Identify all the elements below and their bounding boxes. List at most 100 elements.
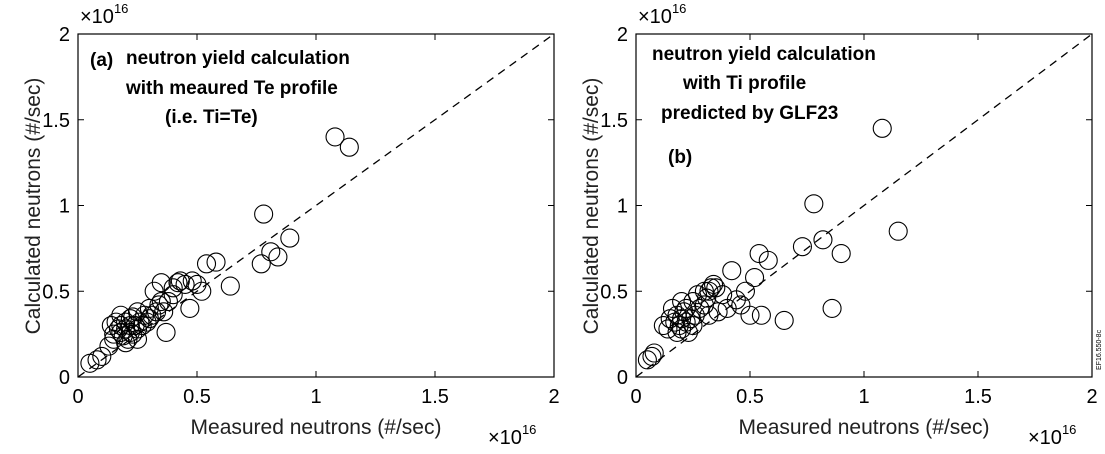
panel-a-y-exponent: ×1016 xyxy=(80,1,128,28)
panel-b-y-tick-label: 1 xyxy=(617,196,628,218)
panel-a-data-point xyxy=(192,281,212,301)
panel-b-data-point xyxy=(701,278,721,298)
panel-a-data-point xyxy=(120,309,140,329)
panel-a-data-point xyxy=(168,273,188,293)
panel-a-data-point xyxy=(149,295,169,315)
panel-a-y-tick-label: 0.5 xyxy=(42,281,70,303)
panel-b-x-exponent: ×1016 xyxy=(1028,422,1076,449)
panel-a-x-tick-label: 1 xyxy=(310,386,321,408)
panel-b-data-point xyxy=(713,285,733,305)
panel-b-data-point xyxy=(699,305,719,325)
panel-b-data-point xyxy=(706,278,726,298)
panel-a-data-point xyxy=(156,322,176,342)
panel-a-data-point xyxy=(151,273,171,293)
panel-b-data-point xyxy=(888,221,908,241)
panel-b-figure-id-tag: EF16.550-8c xyxy=(1096,329,1103,370)
panel-a-data-point xyxy=(151,291,171,312)
panel-a-data-point xyxy=(132,315,152,336)
panel-b-data-point xyxy=(872,118,892,138)
panel-a-data-point xyxy=(163,278,183,298)
panel-a-x-exponent: ×1016 xyxy=(488,422,536,449)
panel-b-data-point xyxy=(683,315,703,336)
panel-b-data-point xyxy=(653,315,673,336)
panel-b-data-point xyxy=(740,305,760,325)
panel-a-scatter-chart: 0 0.5 1 1.5 2 0 0.5 1 1.5 2 (a) neutron yield cal… xyxy=(22,1,560,449)
panel-b-data-point xyxy=(683,291,703,312)
panel-a-data-point xyxy=(92,346,112,366)
panel-b-y-tick-label: 0 xyxy=(617,367,628,389)
panel-a-data-point xyxy=(104,329,124,349)
panel-b-x-tick-label: 1.5 xyxy=(964,386,992,408)
panel-a-annotation-line-1: neutron yield calculation xyxy=(126,48,350,69)
panel-a-data-point xyxy=(325,127,345,147)
panel-b-y-tick-label: 1.5 xyxy=(600,110,628,132)
panel-b-y-tick-label: 2 xyxy=(617,24,628,46)
panel-b-annotation-line-1: neutron yield calculation xyxy=(652,44,876,65)
panel-b-annotation-line-2: with Ti profile xyxy=(682,73,806,94)
panel-a-data-point xyxy=(182,271,202,291)
panel-b-data-point xyxy=(708,302,728,322)
panel-b-label: (b) xyxy=(668,147,692,168)
panel-b-data-point xyxy=(688,285,708,305)
panel-a-label: (a) xyxy=(90,50,113,71)
panel-a-y-axis-label: Calculated neutrons (#/sec) xyxy=(22,78,45,335)
panel-a-data-point xyxy=(116,333,136,353)
panel-b-data-point xyxy=(694,295,714,315)
panel-a-annotation-line-3: (i.e. Ti=Te) xyxy=(165,107,258,128)
panel-a-data-point xyxy=(206,252,226,272)
panel-b-scatter-chart: 0 0.5 1 1.5 2 0 0.5 1 1.5 2 neutron yield calcula… xyxy=(580,1,1103,449)
panel-b-data-point xyxy=(792,237,812,257)
panel-b-data-point xyxy=(751,305,771,325)
panel-a-data-point xyxy=(127,329,148,349)
panel-b-data-point xyxy=(735,281,755,301)
panel-b-data-point xyxy=(774,310,794,330)
panel-a-data-point xyxy=(254,204,274,224)
panel-b-x-tick-label: 0.5 xyxy=(736,386,764,408)
panel-a-y-tick-label: 1 xyxy=(59,196,70,218)
panel-a-data-point xyxy=(339,137,359,157)
panel-b-y-axis-label: Calculated neutrons (#/sec) xyxy=(580,78,603,335)
panel-a-data-point xyxy=(142,305,162,325)
panel-a-x-axis-label: Measured neutrons (#/sec) xyxy=(191,416,442,439)
panel-b-data-point xyxy=(678,322,698,342)
panel-b-data-point xyxy=(658,319,678,339)
panel-b-data-point xyxy=(672,309,692,329)
panel-a-annotation-line-2: with meaured Te profile xyxy=(125,78,338,99)
panel-b-data-point xyxy=(672,291,692,312)
panel-a-data-point xyxy=(261,242,281,262)
panel-b-annotation-line-3: predicted by GLF23 xyxy=(661,103,838,124)
panel-b-x-axis-label: Measured neutrons (#/sec) xyxy=(739,416,990,439)
panel-a-x-tick-label: 0 xyxy=(72,386,83,408)
panel-b-y-tick-label: 0.5 xyxy=(600,281,628,303)
panel-a-x-tick-label: 2 xyxy=(548,386,559,408)
panel-b-data-point xyxy=(813,230,833,250)
panel-a-data-point xyxy=(196,254,217,274)
panel-b-x-tick-label: 0 xyxy=(630,386,641,408)
panel-a-x-tick-label: 0.5 xyxy=(183,386,211,408)
panel-b-data-point xyxy=(667,322,687,342)
panel-b-data-point xyxy=(758,250,778,270)
panel-b-data-point xyxy=(642,346,662,366)
panel-b-data-point xyxy=(644,343,664,363)
panel-a-data-point xyxy=(158,291,178,312)
panel-a-data-point xyxy=(87,350,107,370)
panel-b-data-point xyxy=(831,243,851,264)
panel-a-x-tick-label: 1.5 xyxy=(421,386,449,408)
panel-b-data-point xyxy=(804,194,824,214)
panel-a-data-point xyxy=(220,276,240,296)
panel-a-data-point xyxy=(187,274,207,294)
panel-b-x-tick-label: 1 xyxy=(858,386,869,408)
panel-a-data-point xyxy=(99,336,119,356)
panel-b-data-point xyxy=(637,350,657,370)
panel-b-identity-reference-line xyxy=(635,33,1093,378)
panel-b-data-point xyxy=(722,261,742,281)
panel-b-x-tick-label: 2 xyxy=(1086,386,1097,408)
panel-a-data-point xyxy=(111,305,131,325)
panel-a-data-point xyxy=(251,254,271,274)
panel-b-data-point xyxy=(745,267,765,288)
panel-b-data-point xyxy=(822,298,842,318)
panel-a-data-point xyxy=(154,302,174,322)
panel-a-y-tick-label: 1.5 xyxy=(42,110,70,132)
panel-a-y-tick-label: 2 xyxy=(59,24,70,46)
